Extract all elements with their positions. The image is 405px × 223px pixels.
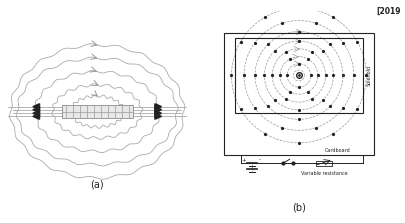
Text: Variable resistance: Variable resistance — [301, 171, 347, 176]
Polygon shape — [155, 114, 162, 119]
Polygon shape — [33, 114, 40, 119]
Text: -: - — [259, 158, 261, 163]
Bar — [234, 38, 363, 113]
Polygon shape — [33, 104, 40, 109]
Polygon shape — [33, 110, 40, 116]
Text: [2019: [2019 — [377, 7, 401, 16]
Text: +: + — [242, 158, 246, 163]
Text: (a): (a) — [90, 180, 104, 190]
Bar — [224, 33, 374, 155]
Text: Solenoid: Solenoid — [367, 65, 372, 86]
Polygon shape — [155, 110, 162, 116]
Text: Cardboard: Cardboard — [325, 148, 351, 153]
Bar — [316, 161, 332, 166]
Polygon shape — [33, 107, 40, 113]
Polygon shape — [155, 107, 162, 113]
Polygon shape — [155, 104, 162, 109]
Bar — [62, 105, 133, 118]
Text: (b): (b) — [292, 202, 306, 212]
